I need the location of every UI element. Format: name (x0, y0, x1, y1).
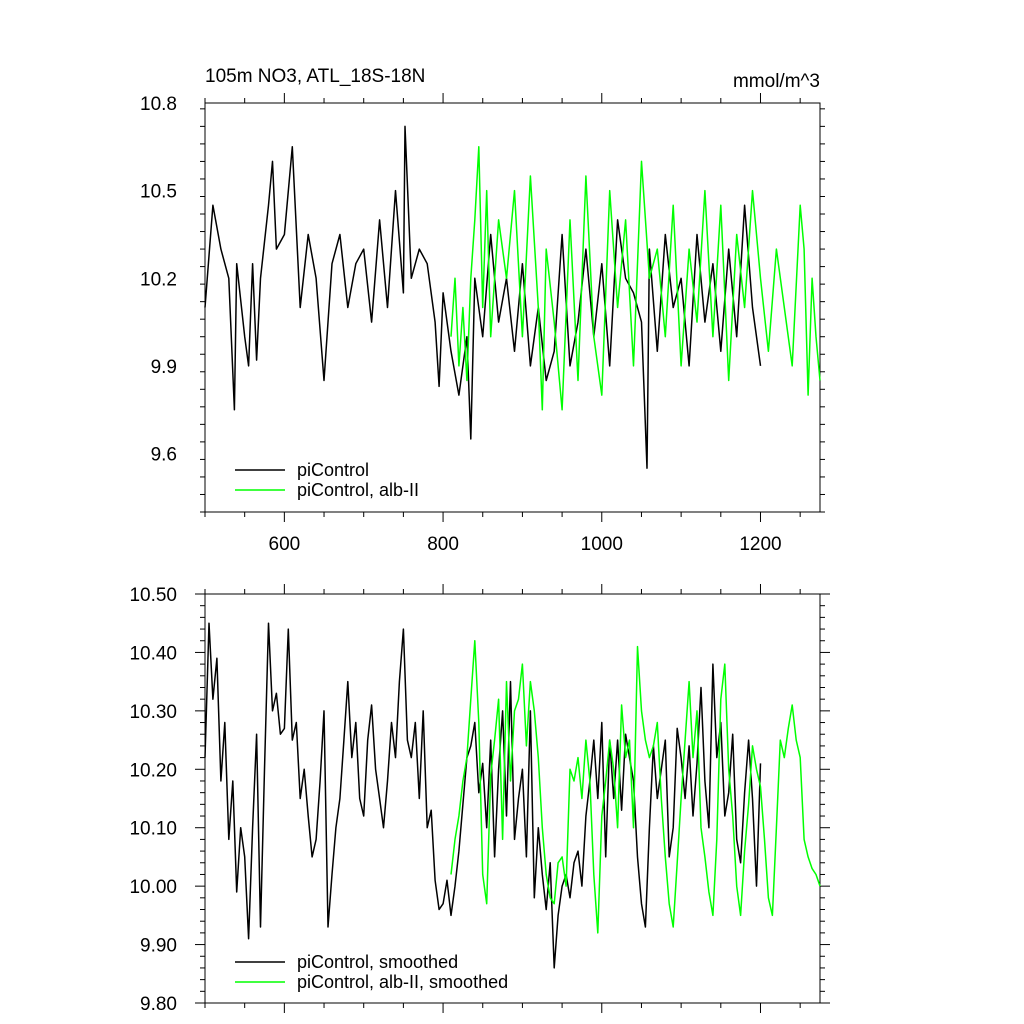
legend-label: piControl, smoothed (297, 952, 458, 972)
series-line-0 (204, 622, 762, 969)
legend-label: piControl, alb-II, smoothed (297, 972, 508, 992)
legend-label: piControl, alb-II (297, 480, 419, 500)
chart-title: 105m NO3, ATL_18S-18N (205, 66, 425, 87)
y-tick-label: 10.5 (140, 182, 177, 203)
x-tick-label: 600 (269, 534, 301, 555)
axis-ticks: 600 800 1000 1200 9.6 9.9 10.2 10.5 10.8 (140, 93, 825, 555)
legend: piControl, smoothed piControl, alb-II, s… (235, 952, 508, 992)
x-tick-label: 1000 (581, 534, 623, 555)
top-panel: 105m NO3, ATL_18S-18N mmol/m^3 600 800 100… (140, 66, 825, 555)
y-tick-label: 9.9 (151, 357, 177, 378)
y-tick-label: 10.40 (129, 643, 177, 664)
x-tick-label: 1200 (739, 534, 781, 555)
y-tick-label: 9.80 (140, 994, 177, 1015)
series-line-1 (450, 146, 821, 411)
y-tick-label: 9.6 (151, 445, 177, 466)
series-line-1 (450, 639, 821, 934)
series-lines (204, 125, 821, 469)
y-tick-label: 10.30 (129, 702, 177, 723)
plot-frame (204, 593, 821, 1004)
y-tick-label: 10.00 (129, 877, 177, 898)
legend: piControl piControl, alb-II (235, 460, 419, 500)
y-tick-label: 10.2 (140, 269, 177, 290)
y-tick-label: 10.8 (140, 94, 177, 115)
units-label: mmol/m^3 (733, 71, 820, 92)
y-tick-label: 10.50 (129, 585, 177, 606)
x-tick-label: 800 (427, 534, 459, 555)
y-tick-label: 10.10 (129, 819, 177, 840)
y-tick-label: 9.90 (140, 936, 177, 957)
legend-label: piControl (297, 460, 369, 480)
y-tick-label: 10.20 (129, 760, 177, 781)
series-lines (204, 622, 821, 969)
plot-frame (204, 102, 821, 513)
series-line-0 (204, 125, 762, 469)
bottom-panel: 9.80 9.90 10.00 10.10 10.20 10.30 10.40 10.50 p… (129, 584, 830, 1015)
axis-ticks: 9.80 9.90 10.00 10.10 10.20 10.30 10.40 10.50 (129, 584, 830, 1015)
